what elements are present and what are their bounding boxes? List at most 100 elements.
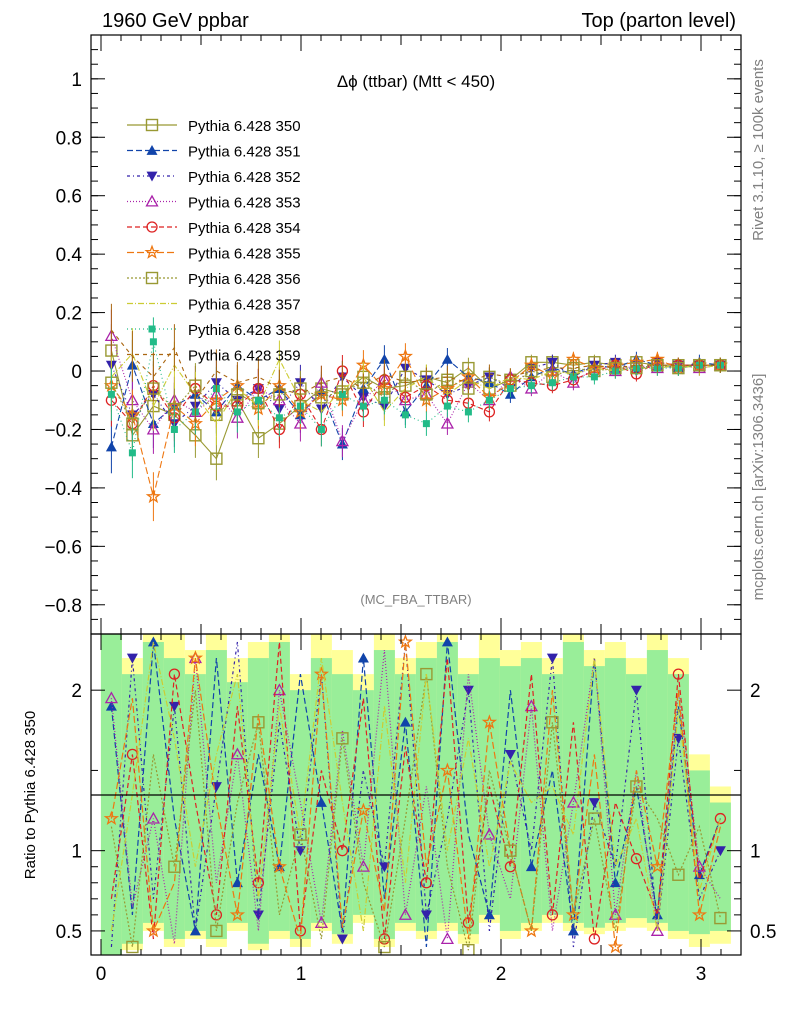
series-line [110,352,721,425]
ratio-point [630,853,643,865]
side-label-rivet: Rivet 3.1.10, ≥ 100k events [750,59,767,241]
ratio-point [168,668,181,680]
legend-item: Pythia 6.428 358 [127,322,301,339]
legend-label: Pythia 6.428 353 [188,195,301,212]
y-tick-label: 0.4 [56,245,83,266]
data-point [569,373,577,381]
legend-item: Pythia 6.428 353 [127,195,301,212]
ratio-y-tick-label: 0.5 [56,922,82,943]
legend: Pythia 6.428 350 Pythia 6.428 351 Pythia 6… [127,118,301,365]
ratio-series-line [110,674,721,951]
ratio-point [588,812,601,825]
legend-label: Pythia 6.428 351 [188,144,301,161]
ratio-point [357,652,369,663]
y-tick-label: −0.4 [44,479,82,500]
series-9 [110,303,721,423]
data-point [506,385,514,393]
ratio-point [607,939,624,954]
ratio-band-bar [184,674,206,931]
ratio-y-tick-label-right: 1 [750,842,761,863]
data-point [397,348,414,363]
y-tick-label: −0.2 [44,420,82,441]
y-tick-label: 1 [71,70,82,91]
ratio-point [378,862,390,873]
ratio-point [168,701,180,712]
ratio-point [145,923,162,938]
data-point [335,434,350,447]
ratio-point [649,858,666,874]
legend-label: Pythia 6.428 356 [188,271,301,288]
header-right: Top (parton level) [581,10,736,32]
ratio-point [420,667,433,681]
ratio-point [399,716,411,727]
data-point [359,402,367,410]
ratio-ylabel: Ratio to Pythia 6.428 350 [22,711,39,879]
data-point [252,432,265,445]
data-point [441,353,453,364]
ratio-point [462,917,475,929]
ratio-series-line [110,641,721,948]
data-point [590,373,598,381]
ratio-point [546,909,559,921]
ratio-y-tick-label: 2 [71,681,82,702]
legend-label: Pythia 6.428 357 [188,297,301,314]
ratio-plot-frame [90,633,742,956]
ratio-band-bar [247,658,269,944]
data-point [210,452,223,465]
ratio-point [565,906,582,922]
ratio-point [271,858,288,874]
legend-marker [146,145,158,155]
legend-item: Pythia 6.428 351 [127,144,301,161]
data-point [149,338,157,346]
data-point [464,408,472,416]
data-point [378,353,390,364]
ratio-band-bar [394,674,416,923]
x-tick-label: 2 [496,964,507,985]
legend-marker [146,171,158,182]
series-7 [110,328,721,446]
ratio-point [378,940,391,954]
ratio-point [230,747,245,760]
ratio-y-tick-label-right: 2 [750,681,761,702]
x-tick-label: 3 [696,964,707,985]
ratio-band-bar [520,658,542,923]
ratio-point [168,860,181,873]
main-series [103,303,729,522]
ratio-point [672,733,684,744]
legend-label: Pythia 6.428 350 [188,118,301,135]
data-point [485,396,493,404]
legend-item: Pythia 6.428 350 [127,118,301,135]
data-point [107,390,115,398]
data-point [548,379,556,387]
legend-marker [148,325,156,333]
plot-title: Δϕ (ttbar) (Mtt < 450) [337,72,495,91]
legend-marker [145,194,159,207]
ratio-point [187,650,204,665]
ratio-point [126,940,139,954]
ratio-point [420,910,432,921]
ratio-lines [103,634,727,955]
ratio-band-bar [289,690,311,939]
ratio-point [523,923,540,938]
legend-item: Pythia 6.428 352 [127,169,301,186]
ratio-point [439,762,456,777]
ratio-band-bar [583,666,605,928]
side-label-mcplots: mcplots.cern.ch [arXiv:1306.3436] [750,374,767,601]
ratio-point [398,908,413,920]
ratio-point [188,651,203,664]
y-tick-label: 0.2 [56,304,82,325]
data-point [233,408,241,416]
ratio-band-bar [709,802,731,931]
data-point [338,390,346,398]
ratio-y-tick-label-right: 0.5 [750,922,776,943]
legend-marker [145,118,159,132]
ratio-point [105,700,117,711]
ratio-y-tick-label: 1 [71,842,82,863]
legend-label: Pythia 6.428 355 [188,246,301,263]
legend-label: Pythia 6.428 358 [188,322,301,339]
ratio-point [566,795,581,808]
ratio-point [355,802,372,817]
data-point [254,396,262,404]
ratio-band-bar [142,642,164,923]
ratio-band-bar [352,690,374,915]
